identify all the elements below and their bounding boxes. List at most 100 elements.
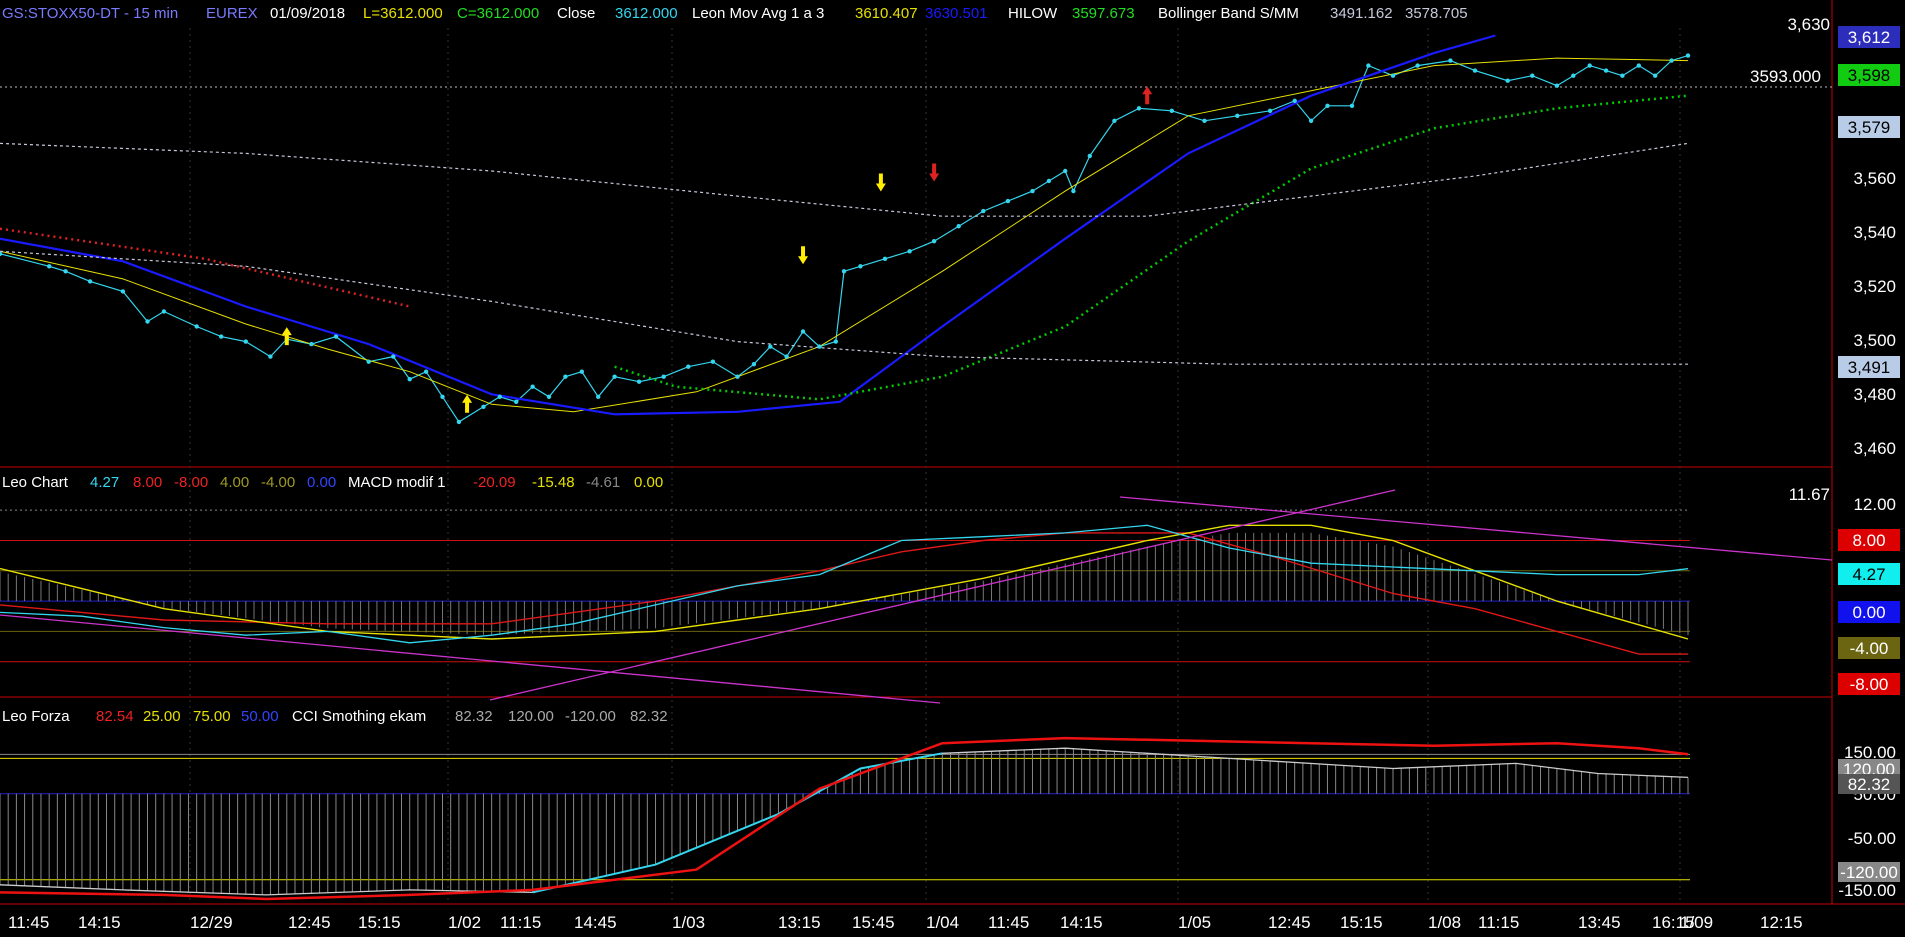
time-tick: 1/02 <box>448 913 481 932</box>
osc-badge-minus4 <box>1838 637 1900 659</box>
close-point <box>333 334 339 339</box>
osc-trendline <box>1119 496 1833 561</box>
close-point <box>636 379 642 384</box>
close-point <box>907 249 912 254</box>
close-point <box>833 339 838 344</box>
close-point <box>1472 68 1478 73</box>
close-point <box>456 419 462 425</box>
osc-trendline <box>0 614 941 704</box>
price-tick: 3,500 <box>1853 331 1896 350</box>
price-badge-band <box>1838 116 1900 138</box>
close-point <box>481 404 486 409</box>
close-point <box>391 354 396 359</box>
close-point <box>1071 188 1076 194</box>
close-point <box>1349 103 1355 109</box>
close-point <box>784 354 789 359</box>
close-point <box>268 354 273 359</box>
close-point <box>1554 83 1560 88</box>
price-tick: 3,520 <box>1853 277 1896 296</box>
price-badge-last-text: 3,612 <box>1848 28 1891 47</box>
close-point <box>1571 73 1576 78</box>
forza-plot <box>0 736 1690 901</box>
signal-arrow-down <box>875 173 886 192</box>
oscillator-panel-header: Leo Chart 4.27 8.00 -8.00 4.00 -4.00 0.0… <box>2 474 663 491</box>
signal-arrow-down <box>798 246 809 265</box>
price-panel-header: GS:STOXX50-DT - 15 min EUREX 01/09/2018 … <box>2 5 1468 22</box>
time-axis: 11:45 14:15 12/29 12:45 15:15 1/02 11:15… <box>8 913 1803 932</box>
close-point <box>841 269 847 274</box>
oscillator-axis: 11.67 12.00 8.00 4.27 0.00 -4.00 -8.00 <box>1789 485 1900 695</box>
close-point <box>1505 78 1510 83</box>
time-tick: 1/09 <box>1680 913 1713 932</box>
close-point <box>546 394 552 399</box>
time-tick: 1/03 <box>672 913 705 932</box>
time-tick: 14:15 <box>78 913 121 932</box>
time-tick: 15:15 <box>1340 913 1383 932</box>
close-point <box>1267 108 1273 114</box>
close-point <box>530 384 535 389</box>
signal-arrow-up <box>1142 86 1153 105</box>
price-badge-hilow-text: 3,598 <box>1848 66 1891 85</box>
close-point <box>1169 108 1175 114</box>
osc-axis-partial-label: 11.67 <box>1789 485 1830 504</box>
osc-badge-value <box>1838 563 1900 585</box>
close-point <box>161 309 167 314</box>
close-point <box>751 362 757 367</box>
osc-badge-zero <box>1838 601 1900 623</box>
price-badge-lower-band <box>1838 356 1900 378</box>
signal-arrow-up <box>281 327 292 346</box>
osc-badge-upper <box>1838 529 1900 551</box>
close-point <box>1636 63 1642 68</box>
forza-tick: -50.00 <box>1848 829 1896 848</box>
price-badge-band-text: 3,579 <box>1848 118 1891 137</box>
reference-level-label: 3593.000 <box>1750 67 1821 86</box>
time-tick: 12:15 <box>1760 913 1803 932</box>
forza-panel-header: Leo Forza 82.54 25.00 75.00 50.00 CCI Sm… <box>2 708 668 725</box>
close-point <box>735 374 740 379</box>
close-point <box>563 374 568 379</box>
price-badge-last <box>1838 26 1900 48</box>
close-point <box>87 279 93 284</box>
osc-badge-lower-text: -8.00 <box>1850 675 1889 694</box>
osc-signal-line <box>0 532 1688 655</box>
time-tick: 16:15 <box>1652 913 1695 932</box>
close-point <box>366 359 371 364</box>
close-point <box>423 369 429 374</box>
close-point <box>1030 188 1035 194</box>
close-point <box>596 394 601 399</box>
time-tick: 1/08 <box>1428 913 1461 932</box>
close-point <box>0 251 3 256</box>
day-separators <box>189 28 1681 904</box>
close-point <box>1587 63 1592 68</box>
price-tick: 3,560 <box>1853 169 1896 188</box>
osc-badge-zero-text: 0.00 <box>1852 603 1885 622</box>
close-point <box>145 319 150 324</box>
osc-leo-line <box>0 524 1689 644</box>
close-point <box>1308 118 1314 124</box>
price-tick: 3,460 <box>1853 439 1896 458</box>
time-tick: 11:15 <box>500 913 541 932</box>
time-tick: 14:15 <box>1060 913 1103 932</box>
close-point <box>1046 178 1052 184</box>
time-tick: 12/29 <box>190 913 233 932</box>
time-tick: 15:45 <box>852 913 895 932</box>
close-point <box>194 324 199 329</box>
close-point <box>63 269 68 274</box>
close-point <box>1653 73 1658 78</box>
price-badge-lower-band-text: 3,491 <box>1848 358 1891 377</box>
close-point <box>497 394 502 399</box>
close-point <box>219 334 224 339</box>
forza-badge-cci-text: 82.32 <box>1848 775 1891 794</box>
close-point <box>1620 73 1625 78</box>
close-point <box>120 289 126 294</box>
osc-badge-lower <box>1838 673 1900 695</box>
close-point <box>309 341 314 347</box>
close-point <box>817 344 822 349</box>
close-point <box>956 224 961 229</box>
price-axis: 3,630 3,612 3,598 3,579 3,560 3,540 3,52… <box>1787 15 1900 458</box>
price-tick: 3,480 <box>1853 385 1896 404</box>
close-point <box>440 394 445 399</box>
bollinger-lower-line <box>0 250 1688 365</box>
leo-forza-line <box>0 736 1689 901</box>
